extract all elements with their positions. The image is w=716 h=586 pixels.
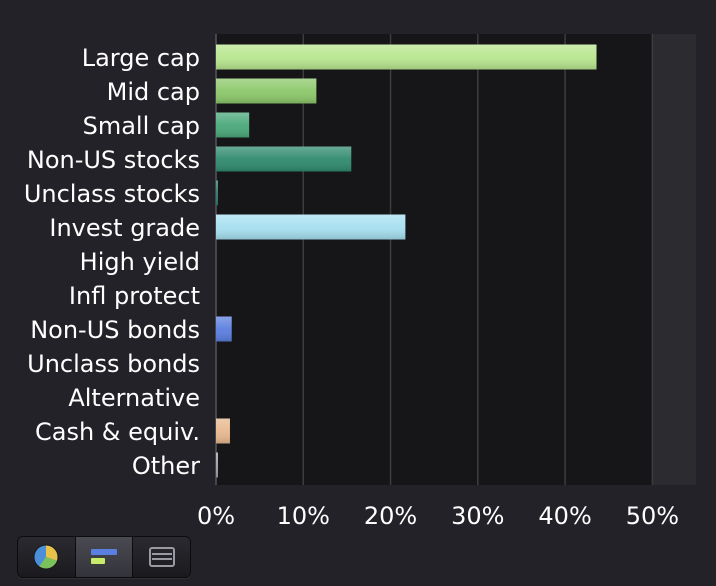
category-label: Cash & equiv. — [35, 418, 200, 446]
bar[interactable] — [216, 146, 352, 172]
x-tick-label: 0% — [197, 502, 235, 530]
bar[interactable] — [216, 112, 250, 138]
category-label: Unclass bonds — [27, 350, 200, 378]
bar[interactable] — [216, 44, 597, 70]
bar-sheen — [216, 316, 232, 342]
x-tick-label: 20% — [364, 502, 417, 530]
bar-sheen — [216, 44, 597, 70]
allocation-bar-chart: Large cap Mid cap Small cap Non-US stocks Un… — [23, 34, 696, 530]
category-label: Infl protect — [69, 282, 200, 310]
x-tick-label: 30% — [451, 502, 504, 530]
category-label: Unclass stocks — [24, 180, 200, 208]
bar-sheen — [216, 78, 317, 104]
bar[interactable] — [216, 418, 230, 444]
bar[interactable] — [216, 180, 218, 206]
bar[interactable] — [216, 214, 406, 240]
x-tick-label: 10% — [277, 502, 330, 530]
bar-sheen — [216, 418, 230, 444]
bar-view-button[interactable] — [75, 537, 134, 577]
bar-sheen — [216, 452, 218, 478]
table-list-icon — [148, 547, 175, 567]
pie-chart-icon — [33, 544, 59, 570]
bar-chart-icon — [91, 549, 117, 564]
category-label: Non-US bonds — [30, 316, 200, 344]
category-label: Alternative — [68, 384, 200, 412]
category-label: Other — [132, 452, 200, 480]
category-label: High yield — [80, 248, 200, 276]
x-tick-label: 40% — [538, 502, 591, 530]
bar[interactable] — [216, 316, 232, 342]
plot-area — [216, 34, 653, 485]
table-view-button[interactable] — [133, 537, 190, 577]
category-label: Invest grade — [49, 214, 200, 242]
bar-sheen — [216, 112, 250, 138]
category-label: Non-US stocks — [27, 146, 200, 174]
bar[interactable] — [216, 78, 317, 104]
bar-sheen — [216, 180, 218, 206]
category-label: Small cap — [83, 112, 200, 140]
bar[interactable] — [216, 452, 218, 478]
x-tick-label: 50% — [626, 502, 679, 530]
category-label: Mid cap — [107, 78, 200, 106]
view-switcher — [17, 536, 191, 578]
pie-view-button[interactable] — [18, 537, 76, 577]
plot-area-overflow — [652, 34, 696, 485]
bar-sheen — [216, 214, 406, 240]
bar-sheen — [216, 146, 352, 172]
category-label: Large cap — [82, 44, 200, 72]
